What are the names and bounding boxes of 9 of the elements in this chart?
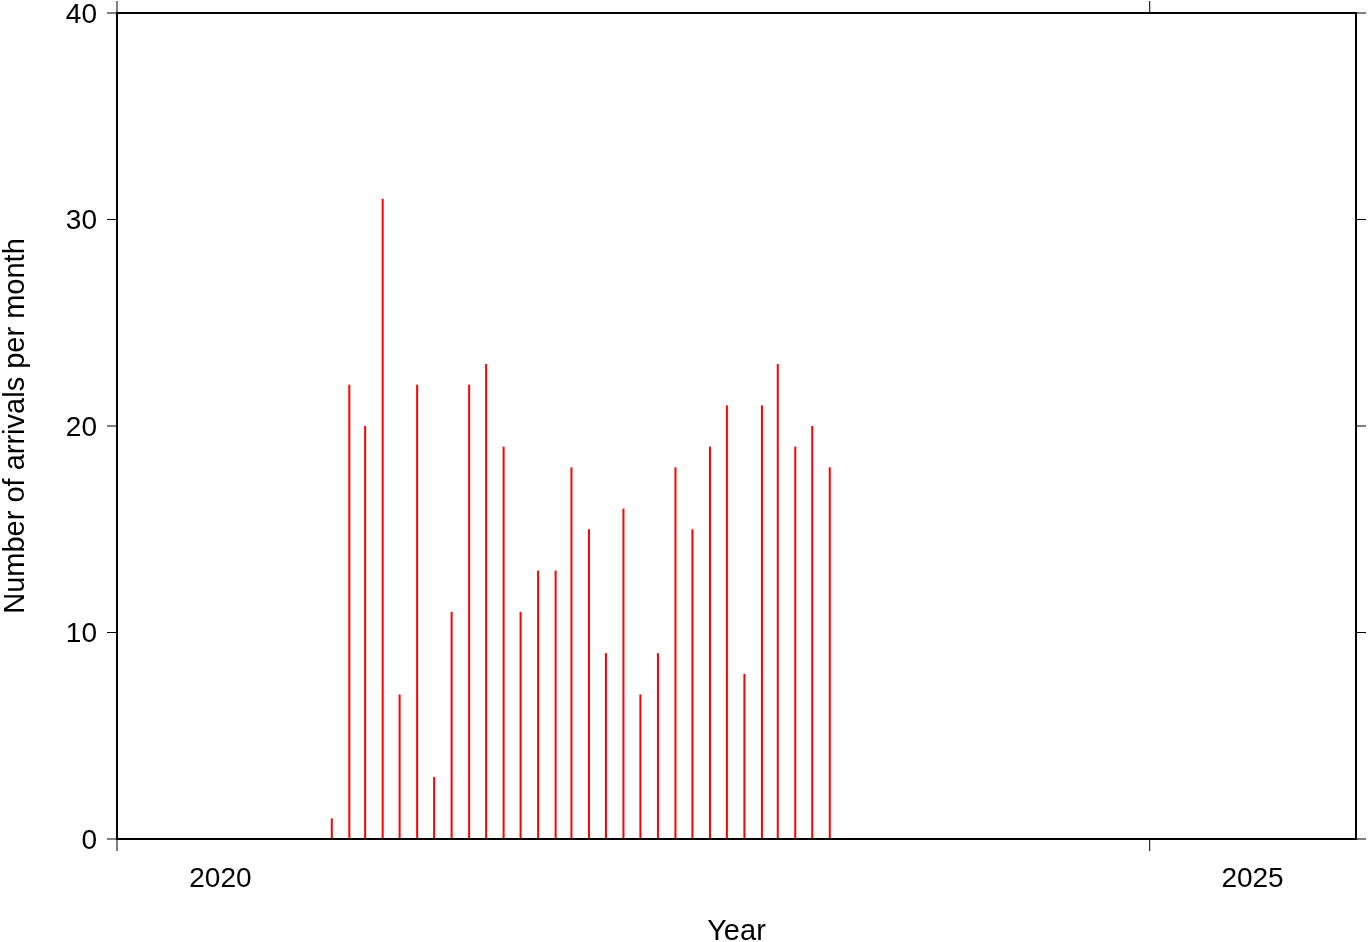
y-tick-label: 0 bbox=[81, 823, 97, 855]
y-tick-label: 20 bbox=[65, 410, 97, 442]
y-tick-label: 40 bbox=[65, 0, 97, 29]
y-tick-label: 30 bbox=[65, 204, 97, 236]
y-tick-label: 10 bbox=[65, 617, 97, 649]
x-axis-title: Year bbox=[707, 914, 767, 942]
x-tick-label: 2020 bbox=[189, 862, 252, 893]
x-tick-label: 2025 bbox=[1221, 862, 1284, 893]
y-axis-title: Number of arrivals per month bbox=[0, 238, 30, 614]
